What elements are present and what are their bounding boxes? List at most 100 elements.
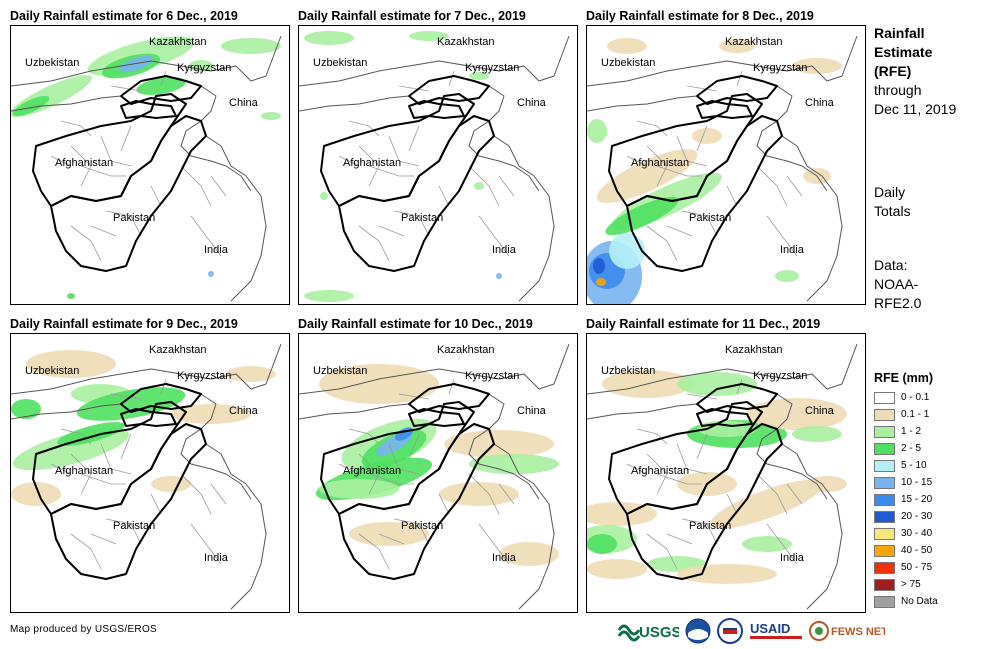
side-data-line: RFE2.0 bbox=[874, 295, 922, 311]
country-label-kazakhstan: Kazakhstan bbox=[149, 344, 206, 356]
legend-title: RFE (mm) bbox=[874, 371, 934, 385]
province-boundary bbox=[498, 483, 515, 505]
side-title-line: Rainfall bbox=[874, 25, 925, 41]
legend-swatch bbox=[874, 391, 895, 404]
usaid-logo-text: USAID bbox=[750, 621, 790, 636]
rainfall-layer bbox=[304, 31, 502, 302]
province-boundary bbox=[80, 473, 126, 485]
credit-text: Map produced by USGS/EROS bbox=[10, 624, 158, 635]
province-boundary bbox=[105, 210, 142, 237]
rainfall-area bbox=[792, 58, 842, 74]
province-boundary bbox=[110, 85, 142, 92]
country-label-india: India bbox=[204, 244, 229, 256]
legend-swatch bbox=[874, 595, 895, 608]
country-border bbox=[11, 35, 282, 87]
province-boundary bbox=[756, 165, 788, 207]
legend-label: 0.1 - 1 bbox=[901, 409, 930, 420]
province-boundary bbox=[636, 120, 668, 137]
country-border bbox=[756, 85, 828, 192]
province-boundary bbox=[120, 433, 132, 460]
country-border bbox=[587, 403, 698, 420]
province-boundary bbox=[468, 165, 500, 207]
rainfall-area bbox=[792, 426, 842, 442]
rainfall-area bbox=[605, 196, 679, 236]
legend-item: 40 - 50 bbox=[874, 542, 938, 559]
province-boundary bbox=[448, 70, 455, 87]
legend-swatch bbox=[874, 493, 895, 506]
legend-item: 1 - 2 bbox=[874, 423, 938, 440]
usaid-seal-logo bbox=[717, 618, 743, 644]
rainfall-area bbox=[499, 542, 559, 566]
panel-title-10-dec: Daily Rainfall estimate for 10 Dec., 201… bbox=[298, 317, 533, 331]
province-boundary bbox=[408, 125, 420, 152]
country-border bbox=[408, 408, 465, 427]
province-boundary bbox=[726, 185, 738, 207]
country-label-india: India bbox=[204, 552, 229, 564]
province-boundary bbox=[656, 473, 702, 485]
rainfall-area bbox=[349, 522, 429, 546]
rainfall-layer bbox=[11, 350, 276, 506]
legend-item: No Data bbox=[874, 593, 938, 610]
country-label-china: China bbox=[517, 405, 547, 417]
panel-title-9-dec: Daily Rainfall estimate for 9 Dec., 2019 bbox=[10, 317, 238, 331]
usgs-logo-text: USGS bbox=[639, 624, 679, 641]
province-boundary bbox=[736, 70, 743, 87]
province-boundary bbox=[636, 428, 668, 445]
legend-label: 15 - 20 bbox=[901, 494, 933, 505]
map-panel-11-dec: Kazakhstan Uzbekistan Kyrgyzstan China Afgha… bbox=[586, 333, 866, 613]
rainfall-area bbox=[57, 422, 125, 446]
country-label-uzbekistan: Uzbekistan bbox=[601, 57, 655, 69]
legend-item: 0.1 - 1 bbox=[874, 406, 938, 423]
province-boundary bbox=[686, 85, 718, 92]
country-label-kyrgyzstan: Kyrgyzstan bbox=[753, 62, 807, 74]
country-label-kyrgyzstan: Kyrgyzstan bbox=[465, 62, 519, 74]
province-boundary bbox=[378, 225, 405, 237]
rainfall-area bbox=[677, 372, 757, 396]
country-border bbox=[50, 115, 207, 272]
country-label-china: China bbox=[805, 97, 835, 109]
province-boundaries bbox=[626, 70, 803, 262]
country-border bbox=[11, 403, 122, 420]
side-data-source: Data: NOAA- RFE2.0 bbox=[874, 256, 921, 313]
rainfall-area bbox=[742, 536, 792, 552]
rainfall-layer bbox=[587, 370, 847, 584]
province-boundary bbox=[358, 225, 390, 262]
country-label-kyrgyzstan: Kyrgyzstan bbox=[177, 62, 231, 74]
province-boundary bbox=[190, 215, 222, 257]
legend-swatch bbox=[874, 459, 895, 472]
province-boundary bbox=[358, 145, 380, 187]
country-border bbox=[468, 85, 540, 192]
province-boundary bbox=[681, 210, 718, 237]
province-boundary bbox=[736, 378, 743, 395]
side-title-line: (RFE) bbox=[874, 63, 912, 79]
legend-swatch bbox=[874, 510, 895, 523]
country-border bbox=[205, 443, 267, 610]
rainfall-area bbox=[409, 31, 449, 41]
province-boundary bbox=[478, 523, 510, 565]
rainfall-area bbox=[607, 38, 647, 54]
province-boundary bbox=[626, 463, 648, 475]
province-boundary bbox=[498, 175, 515, 197]
rainfall-area bbox=[719, 39, 755, 53]
country-label-pakistan: Pakistan bbox=[689, 520, 731, 532]
legend-label: 10 - 15 bbox=[901, 477, 933, 488]
country-label-afghanistan: Afghanistan bbox=[631, 465, 689, 477]
country-borders bbox=[587, 35, 858, 302]
legend-item: 20 - 30 bbox=[874, 508, 938, 525]
country-border bbox=[50, 423, 207, 580]
country-borders bbox=[299, 343, 570, 610]
country-label-afghanistan: Afghanistan bbox=[631, 157, 689, 169]
province-boundary bbox=[110, 393, 142, 400]
map-svg: Kazakhstan Uzbekistan Kyrgyzstan China Afgha… bbox=[299, 343, 570, 610]
country-borders bbox=[299, 35, 570, 302]
province-boundary bbox=[438, 493, 450, 515]
province-boundary bbox=[190, 523, 222, 565]
province-boundary bbox=[468, 473, 500, 515]
legend-label: 1 - 2 bbox=[901, 426, 922, 437]
fewsnet-logo-text: FEWS NET bbox=[831, 626, 885, 638]
country-label-afghanistan: Afghanistan bbox=[343, 157, 401, 169]
rainfall-area bbox=[11, 74, 93, 118]
province-boundary bbox=[50, 463, 72, 475]
legend-label: 20 - 30 bbox=[901, 511, 933, 522]
province-boundary bbox=[100, 135, 132, 167]
